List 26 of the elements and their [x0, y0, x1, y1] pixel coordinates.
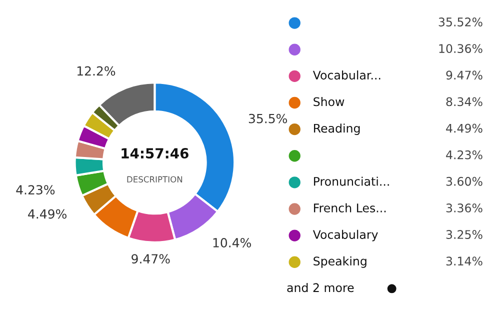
data-label: 4.49%: [28, 209, 66, 219]
legend-label: Vocabular...: [312, 70, 380, 80]
data-label: 9.47%: [132, 254, 170, 264]
data-label: 12.2%: [77, 66, 116, 76]
text: 9.47%: [446, 70, 482, 80]
text: 3.14%: [446, 256, 482, 266]
legend-label: Show: [314, 97, 344, 106]
text: DESCRIPTION: [127, 176, 182, 182]
legend-label: French Les...: [314, 203, 386, 212]
text: 3.36%: [446, 203, 482, 212]
text: 4.49%: [446, 124, 482, 133]
text: 4.23%: [446, 150, 482, 160]
text: 14:57:46: [122, 148, 188, 159]
legend-label: Reading: [314, 124, 360, 136]
data-label: 10.4%: [213, 238, 251, 248]
legend-label: Speaking: [314, 256, 366, 268]
text: 35.52%: [438, 18, 482, 26]
data-label: 35.5%: [248, 114, 288, 124]
text: 10.36%: [439, 44, 482, 54]
text: 3.25%: [446, 230, 482, 239]
text: 8.34%: [446, 97, 482, 106]
legend-label: Pronunciati...: [314, 176, 389, 186]
text: 3.60%: [446, 176, 482, 186]
text: and 2 more: [287, 282, 354, 292]
data-label: 4.23%: [16, 185, 55, 195]
legend-label: Vocabulary: [312, 230, 378, 242]
